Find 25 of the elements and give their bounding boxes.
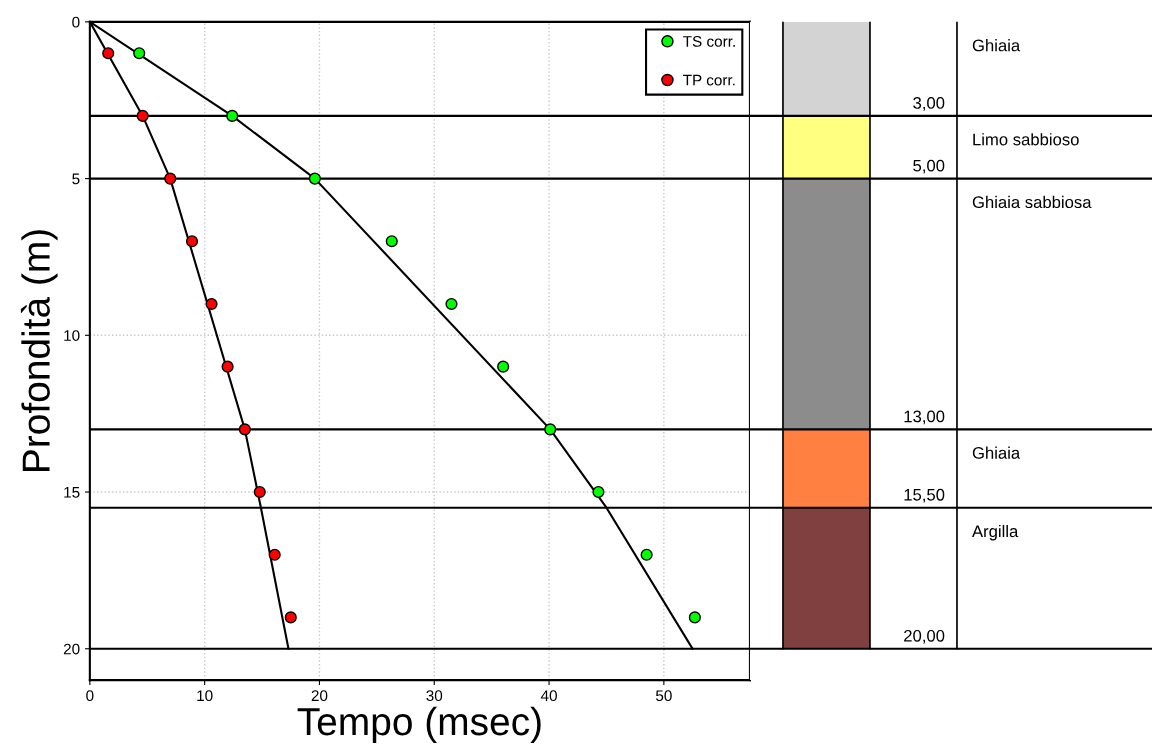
x-tick-label: 30 [426, 690, 443, 702]
text: Ghiaia sabbiosa [972, 195, 1092, 209]
annotation: 5,00 [913, 159, 945, 174]
legend-label: TS corr. [683, 36, 735, 47]
text: Limo sabbioso [973, 133, 1079, 146]
y-tick-label: 10 [64, 330, 80, 341]
x-axis-title: Tempo (msec) [297, 706, 541, 744]
x-tick-label: 10 [197, 690, 213, 702]
annotation: 3,00 [913, 97, 945, 111]
legend-label: TP corr. [683, 74, 735, 86]
text: Ghiaia [972, 446, 1021, 459]
annotation: 15,50 [904, 488, 945, 503]
y-tick-label: 5 [72, 173, 80, 185]
text: Argilla [972, 524, 1019, 541]
x-tick-label: 50 [655, 690, 672, 702]
y-axis-title: Profondità (m) [20, 230, 58, 471]
x-tick-label: 20 [311, 690, 328, 702]
x-tick-label: 0 [86, 690, 94, 702]
y-tick-label: 15 [64, 487, 80, 498]
text: Ghiaia [972, 39, 1021, 52]
annotation: 13,00 [904, 410, 945, 425]
annotation: 20,00 [904, 629, 945, 644]
y-tick-label: 0 [72, 16, 80, 28]
x-tick-label: 40 [540, 690, 557, 702]
y-tick-label: 20 [63, 643, 80, 655]
